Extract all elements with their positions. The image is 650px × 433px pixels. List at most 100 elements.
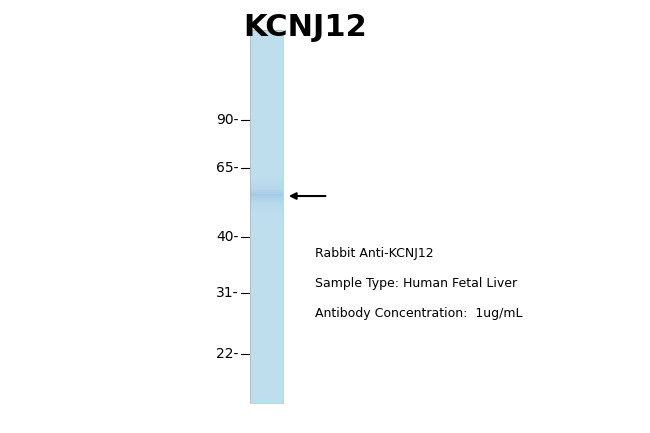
Bar (250, 47, 283, 49)
Bar (250, 165, 283, 166)
Bar (250, 226, 283, 228)
Text: 22-: 22- (216, 347, 239, 361)
Bar (250, 231, 283, 233)
Bar (250, 291, 283, 293)
Bar (250, 175, 283, 178)
Bar (250, 345, 283, 347)
Bar (250, 131, 283, 132)
Bar (250, 321, 283, 323)
Bar (250, 135, 283, 136)
Bar (250, 311, 283, 313)
Bar (250, 300, 283, 302)
Bar (250, 237, 283, 239)
Bar (250, 188, 283, 191)
Bar (250, 297, 283, 298)
Bar (250, 358, 283, 360)
Bar (250, 401, 283, 403)
Bar (250, 281, 283, 284)
Bar (250, 103, 283, 105)
Bar (250, 267, 283, 268)
Bar (250, 287, 283, 289)
Bar (250, 101, 283, 103)
Bar (250, 179, 283, 181)
Bar (250, 280, 283, 281)
Bar (250, 337, 283, 339)
Bar (250, 82, 283, 84)
Bar (250, 341, 283, 343)
Bar (250, 42, 283, 43)
Bar (250, 310, 283, 311)
Bar (250, 34, 283, 36)
Bar (250, 192, 283, 194)
Bar (250, 274, 283, 276)
Bar (250, 116, 283, 118)
Bar (250, 339, 283, 341)
Bar (250, 272, 283, 274)
Bar (250, 332, 283, 334)
Bar (250, 60, 283, 62)
Bar (250, 88, 283, 90)
Bar (250, 367, 283, 369)
Bar (250, 112, 283, 114)
Bar (250, 125, 283, 127)
Bar (250, 371, 283, 373)
Bar (250, 38, 283, 39)
Bar (250, 388, 283, 390)
Bar (250, 30, 283, 32)
Bar (250, 377, 283, 378)
Bar (250, 328, 283, 330)
Bar (250, 43, 283, 45)
Bar (250, 397, 283, 399)
Bar (250, 263, 283, 265)
Bar (250, 32, 283, 34)
Bar (250, 36, 283, 38)
Bar (250, 149, 283, 151)
Bar (250, 222, 283, 224)
Bar (250, 242, 283, 244)
Bar (250, 315, 283, 317)
Bar (250, 324, 283, 326)
Bar (250, 45, 283, 47)
Bar (250, 334, 283, 336)
Bar (250, 313, 283, 315)
Bar (250, 393, 283, 395)
Bar (250, 90, 283, 92)
Bar (250, 207, 283, 209)
Text: 90-: 90- (216, 113, 239, 127)
Bar (250, 276, 283, 278)
Bar (250, 289, 283, 291)
Bar (250, 155, 283, 157)
Bar (250, 252, 283, 254)
Bar (250, 248, 283, 250)
Bar (250, 58, 283, 60)
Bar (250, 347, 283, 349)
Bar (250, 136, 283, 138)
Bar (250, 233, 283, 235)
Bar (250, 319, 283, 321)
Bar (250, 94, 283, 96)
Bar (250, 172, 283, 174)
Bar (250, 166, 283, 168)
Bar (250, 123, 283, 125)
Bar (250, 170, 283, 172)
Text: Sample Type: Human Fetal Liver: Sample Type: Human Fetal Liver (315, 277, 517, 290)
Bar (250, 81, 283, 82)
Bar (250, 302, 283, 304)
Bar (250, 259, 283, 261)
Bar (250, 132, 283, 135)
Bar (250, 159, 283, 161)
Bar (250, 95, 283, 97)
Bar (250, 30, 283, 403)
Bar (250, 161, 283, 162)
Bar (250, 306, 283, 308)
Bar (250, 391, 283, 393)
Bar (250, 360, 283, 362)
Bar (250, 265, 283, 267)
Bar (250, 241, 283, 242)
Bar (250, 66, 283, 68)
Bar (250, 246, 283, 248)
Bar (250, 235, 283, 237)
Bar (250, 191, 283, 192)
Bar (250, 293, 283, 295)
Bar (250, 194, 283, 196)
